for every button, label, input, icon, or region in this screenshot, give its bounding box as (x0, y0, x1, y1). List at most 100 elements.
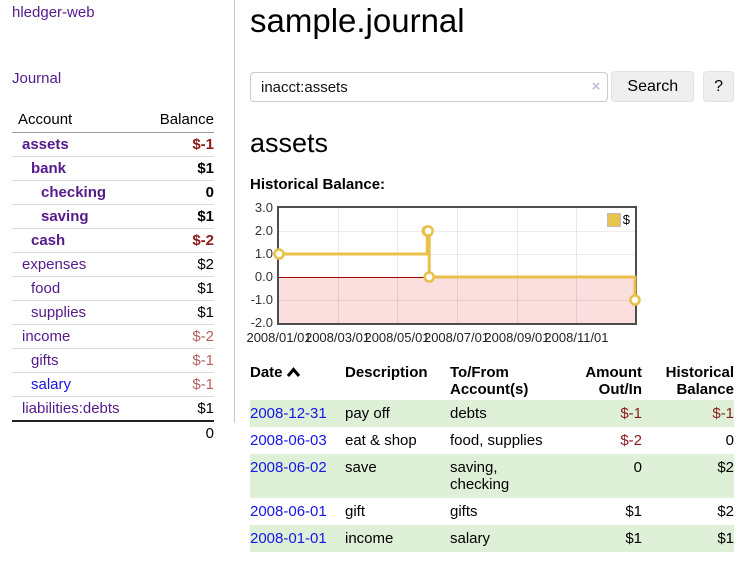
x-axis-tick: 2008/09/01 (484, 330, 550, 345)
account-balance: $-1 (146, 372, 214, 397)
register-balance-cell: $2 (717, 459, 734, 476)
account-row: gifts $-1 (12, 348, 214, 373)
legend-swatch (606, 212, 621, 227)
accounts-header-row: Account Balance (12, 107, 214, 133)
account-balance: $-1 (192, 136, 214, 153)
account-balance: $2 (146, 252, 214, 277)
account-link-cash[interactable]: cash (31, 232, 66, 249)
register-date-link[interactable]: 2008-12-31 (250, 405, 327, 422)
data-point-marker (629, 294, 641, 306)
register-date-link[interactable]: 2008-06-02 (250, 459, 327, 476)
search-input[interactable] (250, 72, 609, 102)
account-link-expenses[interactable]: expenses (22, 256, 87, 273)
account-cell: saving (12, 204, 147, 229)
y-axis-tick: -2.0 (250, 315, 273, 330)
sidebar-item-journal[interactable]: Journal (12, 70, 62, 87)
account-cell: salary (12, 372, 147, 397)
y-axis-tick: -1.0 (250, 292, 273, 307)
chart-legend: $ (606, 212, 630, 227)
register-amount-cell: $-1 (620, 405, 642, 422)
account-link-salary[interactable]: salary (31, 376, 72, 393)
register-description-cell: gift (345, 503, 366, 520)
account-link-supplies[interactable]: supplies (31, 304, 87, 321)
register-balance-cell: $2 (717, 503, 734, 520)
account-link-assets[interactable]: assets (22, 136, 69, 153)
main-content: sample.journal × Search ? assets Histori… (246, 0, 734, 552)
account-balance: $1 (146, 300, 214, 325)
vertical-gridline (397, 208, 399, 323)
accounts-total-row: 0 (12, 420, 214, 445)
accounts-total-spacer (12, 420, 147, 445)
account-link-saving[interactable]: saving (41, 208, 89, 225)
account-cell: gifts (12, 348, 147, 373)
search-box: × (250, 72, 609, 102)
account-link-gifts[interactable]: gifts (31, 352, 59, 369)
negative-region (279, 277, 635, 323)
historical-balance-chart: $ 3.0 2.0 1.0 0.0 -1.0 -2.0 2008/01/01 2008/03/… (246, 200, 734, 348)
x-axis-tick: 2008/05/01 (364, 330, 430, 345)
account-cell: checking (12, 180, 147, 205)
register-balance-cell: $-1 (712, 405, 734, 422)
register-description-cell: pay off (345, 405, 390, 422)
register-description-cell: eat & shop (345, 432, 417, 449)
account-row: food $1 (12, 276, 214, 301)
register-description-cell: save (345, 459, 377, 476)
clear-search-icon[interactable]: × (591, 78, 601, 95)
register-header-balance: Historical Balance (665, 364, 734, 398)
chart-title: Historical Balance: (250, 176, 386, 193)
account-balance: $1 (146, 396, 214, 421)
account-row: checking 0 (12, 180, 214, 205)
account-row: supplies $1 (12, 300, 214, 325)
register-accounts-cell: gifts (450, 503, 478, 520)
search-button[interactable]: Search (611, 71, 695, 102)
account-link-checking[interactable]: checking (41, 184, 107, 201)
register-description-cell: income (345, 530, 394, 547)
register-amount-cell: $1 (625, 530, 642, 547)
register-row: 2008-06-02 save saving, checking 0 $2 (250, 454, 734, 498)
page-title: sample.journal (250, 2, 465, 39)
register-date-cell: 2008-06-01 (250, 498, 345, 525)
data-point-marker (423, 271, 435, 283)
account-row: income $-2 (12, 324, 214, 349)
register-header-date[interactable]: Date (250, 362, 345, 400)
account-cell: supplies (12, 300, 147, 325)
horizontal-gridline (279, 231, 635, 232)
register-header-amount: Amount Out/In (585, 364, 642, 398)
account-link-income[interactable]: income (22, 328, 71, 345)
register-header-accounts: To/From Account(s) (450, 364, 529, 398)
vertical-gridline (516, 208, 518, 323)
register-date-link[interactable]: 2008-01-01 (250, 530, 327, 547)
register-header-description: Description (345, 364, 428, 381)
account-balance: $1 (146, 156, 214, 181)
y-axis-tick: 3.0 (254, 200, 273, 215)
vertical-gridline (337, 208, 339, 323)
legend-label: $ (622, 212, 630, 227)
register-row: 2008-06-01 gift gifts $1 $2 (250, 498, 734, 525)
account-row: saving $1 (12, 204, 214, 229)
account-link-liabilities-debts[interactable]: liabilities:debts (22, 400, 120, 417)
register-table: Date Description To/From Account(s) Amou… (250, 362, 734, 552)
account-cell: liabilities:debts (12, 396, 147, 421)
register-date-link[interactable]: 2008-06-01 (250, 503, 327, 520)
account-cell: cash (12, 228, 147, 253)
account-link-bank[interactable]: bank (31, 160, 67, 177)
account-cell: food (12, 276, 147, 301)
x-axis-tick: 2008/01/01 (246, 330, 312, 345)
data-point-marker (273, 248, 285, 260)
help-button[interactable]: ? (703, 71, 734, 102)
app-title-link[interactable]: hledger-web (12, 4, 95, 21)
account-cell: bank (12, 156, 147, 181)
vertical-gridline (456, 208, 458, 323)
account-heading: assets (250, 128, 329, 158)
account-link-food[interactable]: food (31, 280, 61, 297)
register-amount-cell: $-2 (620, 432, 642, 449)
account-row: cash $-2 (12, 228, 214, 253)
register-date-link[interactable]: 2008-06-03 (250, 432, 327, 449)
balance-line-series (273, 225, 641, 306)
account-balance: $1 (146, 276, 214, 301)
register-balance-cell: $1 (717, 530, 734, 547)
search-row: × Search ? (250, 71, 734, 102)
account-row: salary $-1 (12, 372, 214, 397)
register-accounts-cell: debts (450, 405, 487, 422)
chart-plot-area: $ (273, 206, 641, 325)
